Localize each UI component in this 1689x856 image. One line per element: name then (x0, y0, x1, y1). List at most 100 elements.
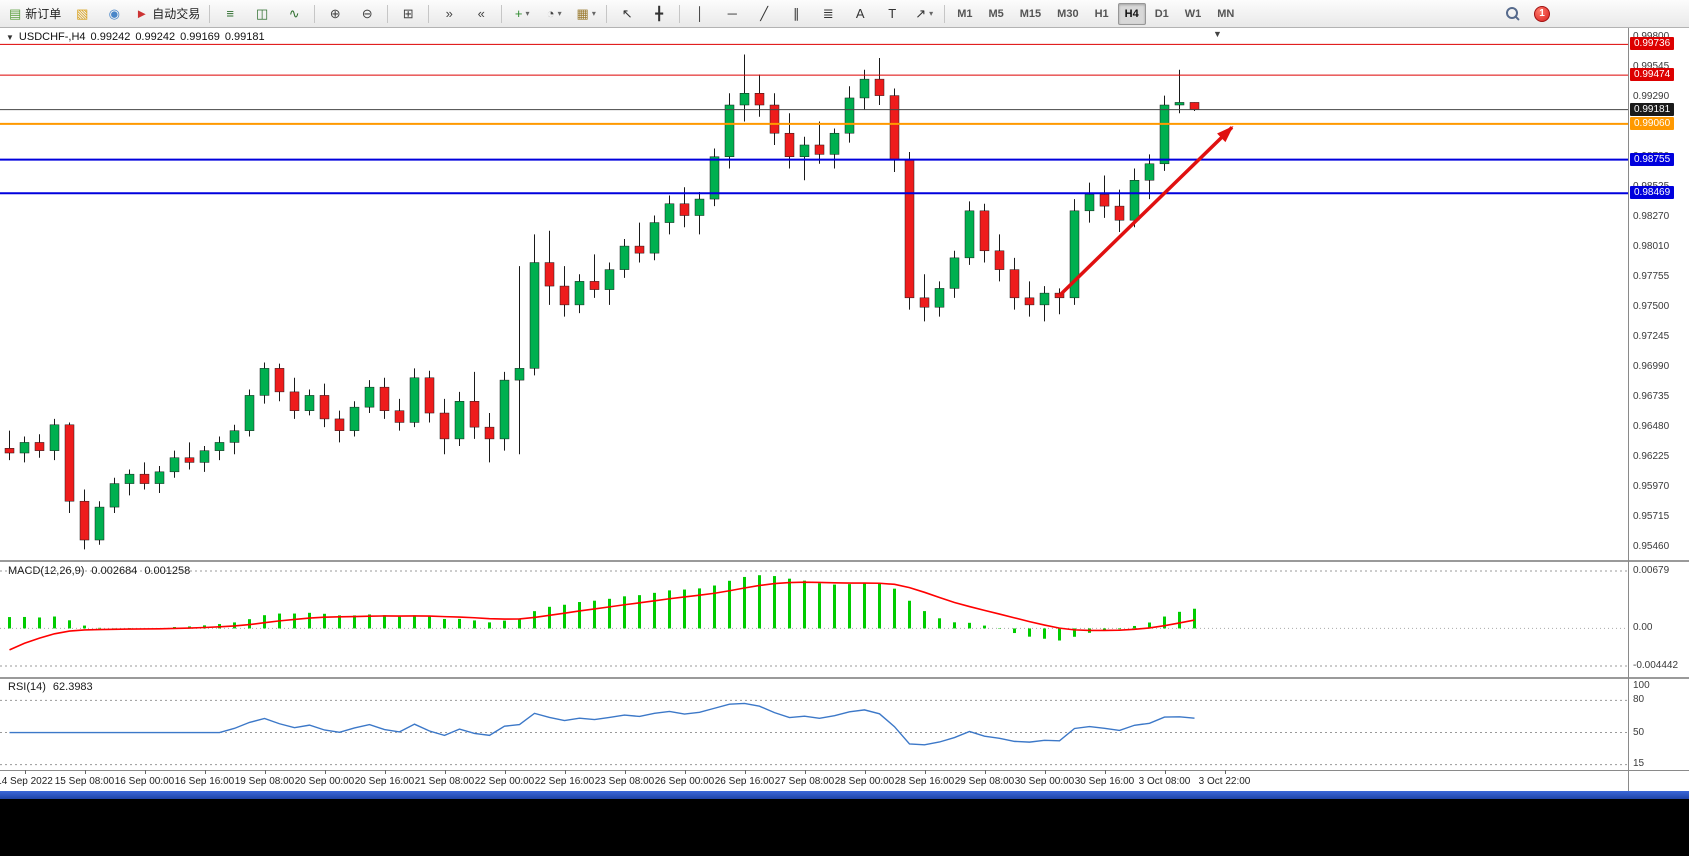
search-button[interactable] (1497, 2, 1527, 26)
toolbar-separator (944, 4, 946, 23)
dropdown-arrow-icon: ▾ (557, 9, 562, 18)
chart-shift-marker[interactable]: ▼ (1213, 29, 1222, 39)
zoom-out-button[interactable]: ⊖ (352, 2, 382, 26)
macd-indicator-name: MACD(12,26,9) (8, 565, 85, 577)
main-toolbar: ▤ 新订单 ▧ ◉ ► 自动交易 ≡ ◫ ∿ ⊕ ⊖ ⊞» «+ ▾ ◔ ▾ ▦ ▾ ↖ ╋ │ ─ ╱ ∥ ≣ A T ↗ ▾ M1 M… (0, 0, 1689, 28)
templates-icon: ▦ (576, 6, 589, 21)
zoom-in-icon: ⊕ (329, 6, 341, 21)
periods-button[interactable]: ◔ ▾ (539, 2, 569, 26)
new-order-icon: ▤ (9, 6, 22, 21)
price-scale[interactable] (1629, 28, 1689, 770)
timeframe-m30-button[interactable]: M30 (1057, 7, 1079, 20)
time-axis[interactable] (0, 771, 1628, 791)
chart-line-icon: ∿ (288, 6, 300, 21)
zoom-out-icon: ⊖ (361, 6, 373, 21)
time-axis-separator (0, 770, 1689, 771)
pane-splitter-rsi[interactable] (0, 677, 1689, 679)
rsi-pane-label: RSI(14) 62.3983 (8, 681, 93, 693)
chart-bars-icon: ≡ (226, 6, 234, 21)
toolbar-separator (606, 4, 608, 23)
rsi-indicator-name: RSI(14) (8, 681, 46, 693)
fibonacci-icon: ≣ (822, 6, 834, 21)
horizontal-line-button[interactable]: ─ (717, 2, 747, 26)
chart-symbol-label: USDCHF-,H4 (18, 31, 86, 43)
cursor-button[interactable]: ↖ (612, 2, 642, 26)
auto-scroll-button[interactable]: » (434, 2, 464, 26)
text-button[interactable]: A (845, 2, 875, 26)
toolbar-separator (679, 4, 681, 23)
fibonacci-button[interactable]: ≣ (813, 2, 843, 26)
vertical-line-button[interactable]: │ (685, 2, 715, 26)
dropdown-arrow-icon: ▾ (591, 9, 596, 18)
arrows-icon: ↗ (915, 6, 927, 21)
timeframe-m1-button[interactable]: M1 (957, 7, 973, 20)
zoom-in-button[interactable]: ⊕ (320, 2, 350, 26)
chart-background[interactable] (0, 28, 1689, 791)
timeframe-m5-button[interactable]: M5 (988, 7, 1004, 20)
collapse-arrow-icon[interactable]: ▼ (6, 32, 14, 42)
timeframe-button-group: M1 M5 M15 M30 H1 H4 D1 W1 MN (949, 2, 1242, 25)
toolbar-separator (209, 4, 211, 23)
macd-pane-label: MACD(12,26,9) 0.002684 0.001258 (8, 565, 190, 577)
autotrading-button-label: 自动交易 (152, 7, 201, 21)
channel-icon: ∥ (792, 6, 800, 21)
chart-shift-icon: « (477, 6, 485, 21)
new-order-button-label: 新订单 (25, 7, 62, 21)
autotrading-icon: ► (135, 6, 149, 21)
alerts-icon: ◉ (108, 6, 120, 21)
horizontal-line-icon: ─ (727, 6, 737, 21)
rsi-value: 62.3983 (52, 681, 93, 693)
timeframe-d1-button[interactable]: D1 (1154, 7, 1169, 20)
chart-line-button[interactable]: ∿ (279, 2, 309, 26)
charts-profile-button[interactable]: ▧ (67, 2, 97, 26)
timeframe-mn-button[interactable]: MN (1217, 7, 1235, 20)
dropdown-arrow-icon: ▾ (525, 9, 530, 18)
indicators-icon: + (514, 6, 523, 21)
toolbar-right-group: 1 (1496, 2, 1550, 26)
text-label-icon: T (888, 6, 897, 21)
crosshair-icon: ╋ (655, 6, 664, 21)
crosshair-button[interactable]: ╋ (644, 2, 674, 26)
chart-shift-button[interactable]: « (466, 2, 496, 26)
autotrading-button[interactable]: ► 自动交易 (131, 2, 204, 26)
macd-main-value: 0.002684 (91, 565, 138, 577)
timeframe-h4-button[interactable]: H4 (1117, 2, 1146, 25)
window-bottom-edge (0, 791, 1689, 799)
indicators-button[interactable]: + ▾ (507, 2, 537, 26)
search-icon (1505, 6, 1520, 21)
tile-windows-icon: ⊞ (402, 6, 414, 21)
chart-low-value: 0.99169 (180, 31, 220, 43)
arrows-button[interactable]: ↗ ▾ (909, 2, 939, 26)
tile-windows-button[interactable]: ⊞ (393, 2, 423, 26)
toolbar-separator (314, 4, 316, 23)
new-order-button[interactable]: ▤ 新订单 (5, 2, 65, 26)
chart-bars-button[interactable]: ≡ (215, 2, 245, 26)
chart-candles-button[interactable]: ◫ (247, 2, 277, 26)
dropdown-arrow-icon: ▾ (929, 9, 934, 18)
price-scale-separator (1628, 28, 1629, 791)
alerts-button[interactable]: ◉ (99, 2, 129, 26)
pane-splitter-macd[interactable] (0, 560, 1689, 562)
charts-profile-icon: ▧ (76, 6, 89, 21)
chart-open-value: 0.99242 (90, 31, 131, 43)
toolbar-separator (428, 4, 430, 23)
toolbar-button-group: ▤ 新订单 ▧ ◉ ► 自动交易 ≡ ◫ ∿ ⊕ ⊖ ⊞» «+ ▾ ◔ ▾ ▦ ▾ ↖ ╋ │ ─ ╱ ∥ ≣ A T ↗ ▾ (4, 2, 949, 26)
chart-close-value: 0.99181 (224, 31, 265, 43)
toolbar-separator (501, 4, 503, 23)
chart-candles-icon: ◫ (256, 6, 269, 21)
timeframe-m15-button[interactable]: M15 (1019, 7, 1042, 20)
toolbar-separator (387, 4, 389, 23)
vertical-line-icon: │ (696, 6, 705, 21)
trendline-button[interactable]: ╱ (749, 2, 779, 26)
timeframe-w1-button[interactable]: W1 (1184, 7, 1202, 20)
chart-title: ▼ USDCHF-,H4 0.99242 0.99242 0.99169 0.9… (6, 31, 265, 43)
text-icon: A (855, 6, 865, 21)
auto-scroll-icon: » (445, 6, 453, 21)
chart-high-value: 0.99242 (135, 31, 176, 43)
channel-button[interactable]: ∥ (781, 2, 811, 26)
notification-badge[interactable]: 1 (1534, 5, 1550, 22)
text-label-button[interactable]: T (877, 2, 907, 26)
templates-button[interactable]: ▦ ▾ (571, 2, 601, 26)
trendline-icon: ╱ (760, 6, 769, 21)
timeframe-h1-button[interactable]: H1 (1094, 7, 1109, 20)
